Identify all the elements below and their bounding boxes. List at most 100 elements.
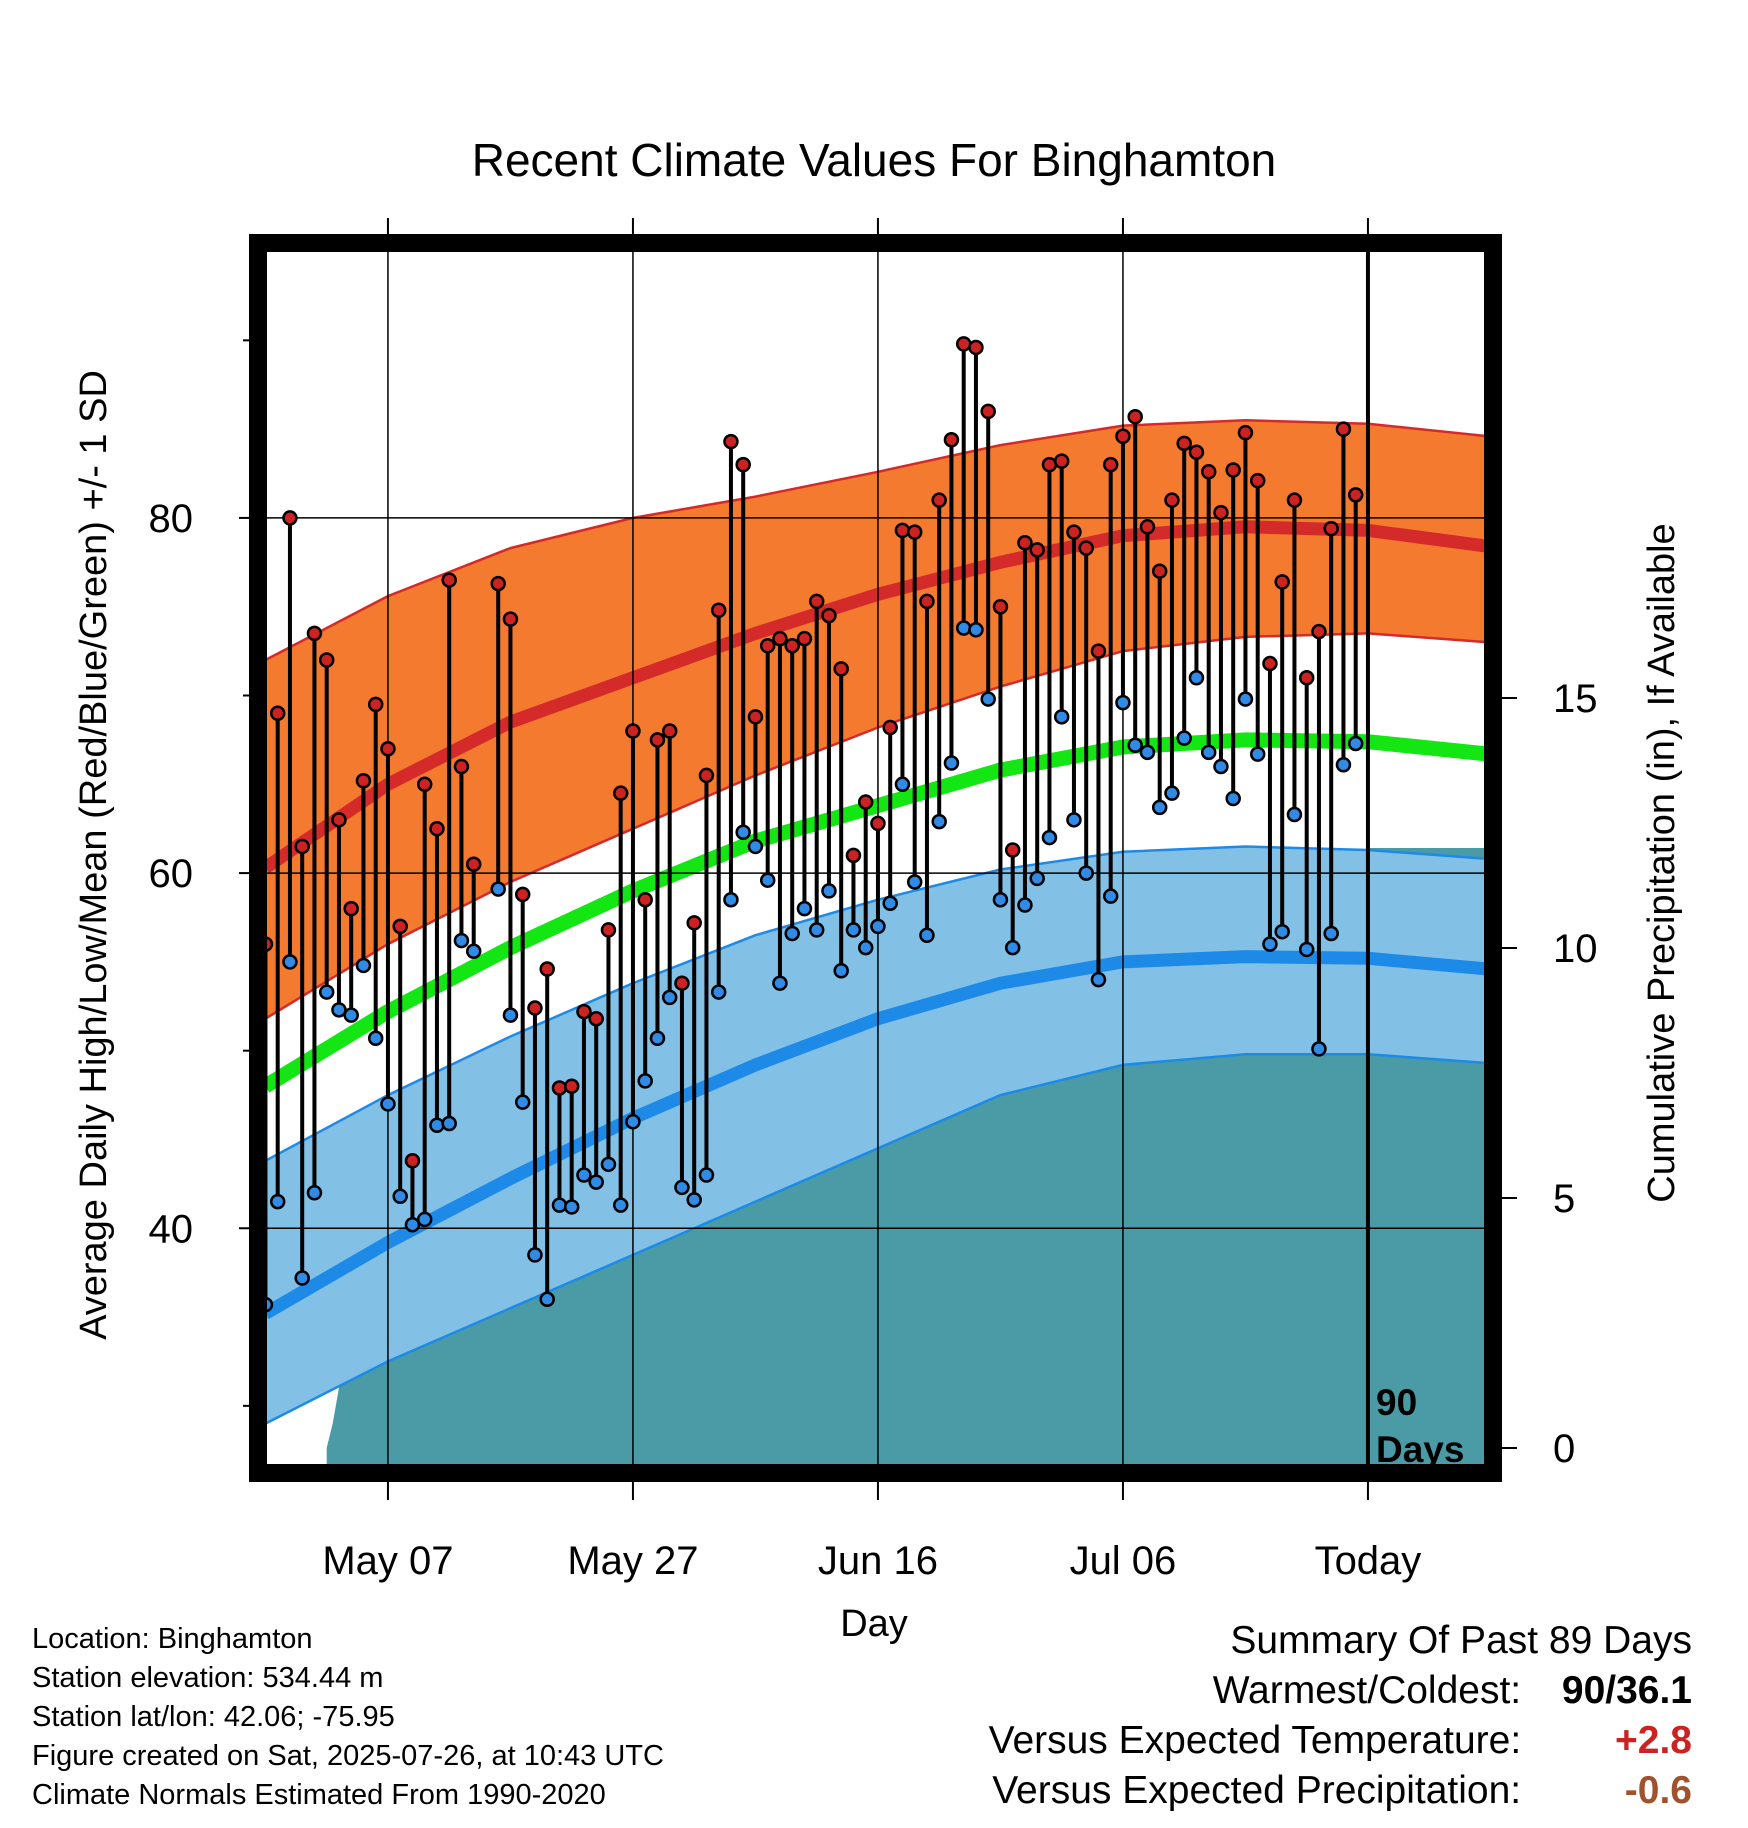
daily-high-point [784, 638, 800, 654]
daily-low-point [1090, 971, 1107, 988]
daily-low-point [1188, 670, 1205, 686]
daily-low-point [588, 1174, 604, 1190]
daily-low-point [612, 1197, 629, 1213]
daily-low-point [686, 1192, 702, 1208]
daily-high-point [968, 339, 984, 356]
daily-high-point [294, 838, 310, 855]
daily-high-point [1115, 428, 1131, 444]
daily-high-point [1225, 462, 1241, 478]
today-days-label-1: 90 [1376, 1382, 1417, 1423]
daily-low-point [1249, 746, 1266, 762]
y-axis-title: Average Daily High/Low/Mean (Red/Blue/Gr… [73, 370, 115, 1340]
y-tick-label: 60 [149, 852, 194, 896]
daily-high-point [833, 661, 849, 677]
y-tick-label: 80 [149, 497, 194, 541]
daily-high-point [1053, 453, 1070, 469]
daily-high-point [637, 891, 653, 908]
daily-high-point [1139, 519, 1156, 535]
y2-tick-label: 10 [1553, 927, 1598, 971]
daily-high-point [269, 705, 286, 722]
daily-high-point [1298, 670, 1315, 686]
daily-low-point [331, 1002, 347, 1018]
daily-low-point [269, 1193, 286, 1210]
daily-high-point [1213, 504, 1229, 521]
plot-frame [249, 234, 1502, 1482]
warmest-label: Warmest/Coldest: [1212, 1669, 1522, 1712]
daily-low-point [367, 1030, 384, 1046]
daily-high-point [343, 900, 359, 917]
daily-low-point [882, 895, 898, 912]
daily-high-point [318, 652, 335, 668]
daily-low-point [1029, 870, 1045, 887]
daily-high-point [367, 696, 384, 713]
daily-low-point [1102, 888, 1119, 904]
daily-low-point [992, 891, 1009, 908]
warmest-value: 90/36.1 [1561, 1669, 1692, 1712]
daily-low-point [1139, 744, 1156, 761]
daily-low-point [551, 1197, 568, 1213]
daily-low-point [1004, 939, 1021, 956]
y-tick-label: 40 [149, 1207, 194, 1251]
daily-high-point [980, 403, 996, 420]
daily-high-point [649, 732, 666, 748]
daily-low-point [1066, 812, 1082, 828]
daily-high-point [759, 638, 776, 654]
daily-high-point [1347, 487, 1364, 503]
daily-high-point [625, 723, 641, 739]
daily-high-point [845, 847, 862, 864]
daily-high-point [1078, 540, 1094, 556]
daily-low-point [1176, 730, 1192, 746]
daily-high-point [1164, 492, 1180, 508]
daily-high-point [808, 593, 825, 610]
daily-low-point [857, 939, 874, 956]
daily-high-point [282, 510, 298, 526]
daily-high-point [1004, 842, 1021, 858]
daily-high-point [1090, 643, 1107, 659]
daily-low-point [282, 954, 298, 970]
daily-low-point [1041, 829, 1058, 846]
daily-low-point [1335, 757, 1352, 773]
daily-high-point [894, 522, 911, 539]
daily-high-point [1188, 444, 1205, 460]
daily-low-point [723, 891, 739, 908]
daily-low-point [649, 1030, 666, 1046]
daily-low-point [1323, 925, 1339, 942]
daily-high-point [1237, 424, 1254, 441]
daily-low-point [441, 1115, 457, 1132]
daily-high-point [955, 336, 972, 352]
daily-low-point [392, 1188, 408, 1205]
daily-low-point [772, 975, 788, 991]
daily-high-point [698, 767, 715, 784]
daily-high-point [612, 785, 629, 801]
daily-low-point [1213, 758, 1229, 775]
temp-departure-value: +2.8 [1615, 1719, 1692, 1762]
info-location: Location: Binghamton [32, 1623, 313, 1655]
info-created: Figure created on Sat, 2025-07-26, at 10… [32, 1740, 664, 1772]
summary-title: Summary Of Past 89 Days [1230, 1619, 1692, 1662]
daily-low-point [808, 922, 825, 938]
daily-high-point [882, 719, 898, 736]
daily-high-point [502, 611, 519, 627]
x-tick-label: May 27 [567, 1539, 698, 1583]
daily-high-point [943, 432, 960, 448]
daily-low-point [845, 922, 862, 938]
daily-low-point [600, 1156, 617, 1173]
low-sd-band [265, 846, 1488, 1424]
daily-high-point [429, 820, 445, 837]
daily-high-point [1249, 472, 1266, 489]
precip-departure-label: Versus Expected Precipitation: [992, 1769, 1522, 1812]
daily-high-point [710, 602, 727, 619]
daily-high-point [821, 607, 837, 624]
daily-high-point [686, 915, 702, 931]
daily-high-point [1200, 464, 1217, 480]
daily-high-point [857, 794, 874, 810]
daily-low-point [833, 963, 849, 979]
daily-low-point [355, 957, 372, 974]
daily-high-point [527, 1000, 543, 1016]
daily-low-point [955, 620, 972, 636]
x-tick-label: May 07 [322, 1539, 453, 1583]
daily-high-point [1017, 535, 1033, 551]
daily-high-point [453, 758, 470, 775]
daily-low-point [894, 776, 911, 793]
daily-high-point [331, 812, 347, 828]
